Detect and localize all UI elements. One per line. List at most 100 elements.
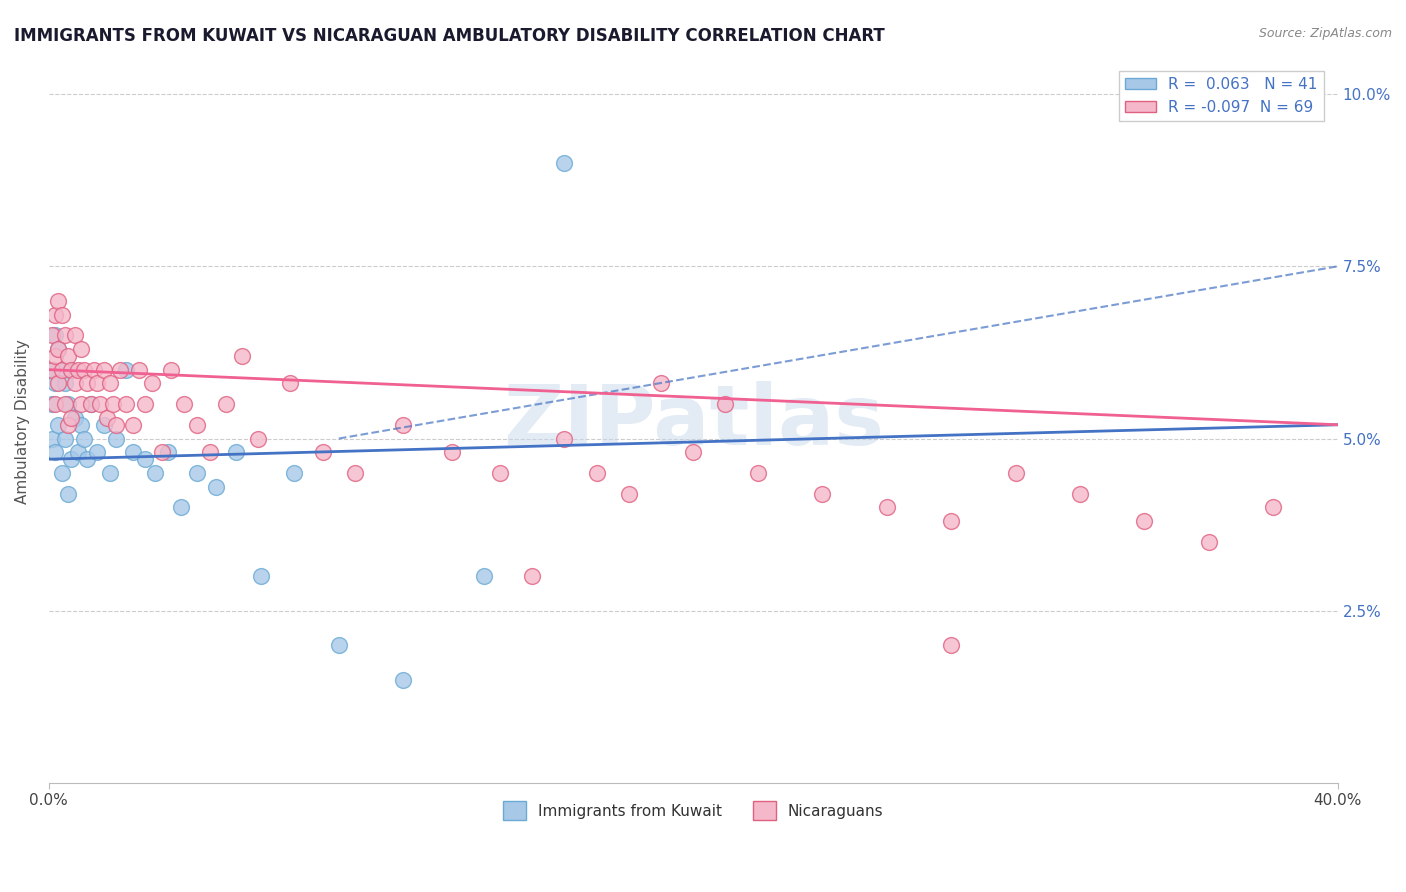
Legend: Immigrants from Kuwait, Nicaraguans: Immigrants from Kuwait, Nicaraguans bbox=[496, 795, 890, 826]
Point bbox=[205, 480, 228, 494]
Point bbox=[141, 376, 163, 391]
Point bbox=[51, 362, 73, 376]
Text: ZIPatlas: ZIPatlas bbox=[503, 381, 884, 462]
Point bbox=[76, 452, 98, 467]
Point bbox=[121, 445, 143, 459]
Point bbox=[48, 342, 70, 356]
Point bbox=[876, 500, 898, 515]
Point bbox=[89, 397, 111, 411]
Point bbox=[41, 328, 63, 343]
Point bbox=[56, 349, 79, 363]
Point bbox=[86, 445, 108, 459]
Point bbox=[311, 445, 333, 459]
Point bbox=[56, 417, 79, 432]
Point bbox=[156, 445, 179, 459]
Point bbox=[343, 466, 366, 480]
Point bbox=[198, 445, 221, 459]
Point bbox=[98, 376, 121, 391]
Point bbox=[48, 342, 70, 356]
Point bbox=[41, 432, 63, 446]
Point bbox=[76, 376, 98, 391]
Point bbox=[280, 376, 302, 391]
Point bbox=[472, 569, 495, 583]
Point bbox=[73, 362, 96, 376]
Point bbox=[105, 417, 128, 432]
Point bbox=[44, 328, 66, 343]
Point bbox=[1198, 535, 1220, 549]
Point bbox=[215, 397, 238, 411]
Point bbox=[44, 397, 66, 411]
Point bbox=[53, 397, 76, 411]
Point bbox=[1263, 500, 1285, 515]
Point bbox=[51, 466, 73, 480]
Point bbox=[108, 362, 131, 376]
Point bbox=[70, 417, 93, 432]
Point bbox=[186, 466, 208, 480]
Point bbox=[73, 432, 96, 446]
Point bbox=[41, 362, 63, 376]
Point bbox=[44, 308, 66, 322]
Point bbox=[520, 569, 543, 583]
Point bbox=[747, 466, 769, 480]
Point bbox=[105, 432, 128, 446]
Point bbox=[44, 376, 66, 391]
Point bbox=[53, 328, 76, 343]
Point bbox=[1133, 514, 1156, 528]
Point bbox=[553, 156, 575, 170]
Point bbox=[392, 417, 415, 432]
Point bbox=[60, 452, 83, 467]
Point bbox=[53, 432, 76, 446]
Point bbox=[86, 376, 108, 391]
Point bbox=[56, 486, 79, 500]
Point bbox=[143, 466, 166, 480]
Point bbox=[553, 432, 575, 446]
Point bbox=[617, 486, 640, 500]
Point bbox=[60, 410, 83, 425]
Point bbox=[160, 362, 183, 376]
Point bbox=[714, 397, 737, 411]
Point bbox=[682, 445, 704, 459]
Y-axis label: Ambulatory Disability: Ambulatory Disability bbox=[15, 339, 30, 504]
Point bbox=[51, 362, 73, 376]
Point bbox=[811, 486, 834, 500]
Point bbox=[121, 417, 143, 432]
Point bbox=[66, 362, 89, 376]
Point bbox=[70, 342, 93, 356]
Point bbox=[83, 362, 105, 376]
Point bbox=[70, 397, 93, 411]
Point bbox=[63, 328, 86, 343]
Point bbox=[103, 397, 125, 411]
Point bbox=[939, 514, 962, 528]
Point bbox=[66, 445, 89, 459]
Point bbox=[93, 362, 115, 376]
Point bbox=[250, 569, 273, 583]
Text: IMMIGRANTS FROM KUWAIT VS NICARAGUAN AMBULATORY DISABILITY CORRELATION CHART: IMMIGRANTS FROM KUWAIT VS NICARAGUAN AMB… bbox=[14, 27, 884, 45]
Point bbox=[440, 445, 463, 459]
Point bbox=[51, 308, 73, 322]
Point bbox=[328, 638, 350, 652]
Point bbox=[247, 432, 270, 446]
Point bbox=[115, 362, 138, 376]
Point bbox=[53, 376, 76, 391]
Point bbox=[44, 349, 66, 363]
Text: Source: ZipAtlas.com: Source: ZipAtlas.com bbox=[1258, 27, 1392, 40]
Point bbox=[41, 397, 63, 411]
Point bbox=[231, 349, 253, 363]
Point bbox=[93, 417, 115, 432]
Point bbox=[96, 410, 118, 425]
Point bbox=[128, 362, 150, 376]
Point bbox=[98, 466, 121, 480]
Point bbox=[1069, 486, 1091, 500]
Point bbox=[56, 397, 79, 411]
Point bbox=[48, 417, 70, 432]
Point bbox=[79, 397, 101, 411]
Point bbox=[186, 417, 208, 432]
Point bbox=[650, 376, 672, 391]
Point bbox=[283, 466, 305, 480]
Point bbox=[48, 376, 70, 391]
Point bbox=[1004, 466, 1026, 480]
Point bbox=[134, 397, 156, 411]
Point bbox=[79, 397, 101, 411]
Point bbox=[60, 362, 83, 376]
Point bbox=[63, 376, 86, 391]
